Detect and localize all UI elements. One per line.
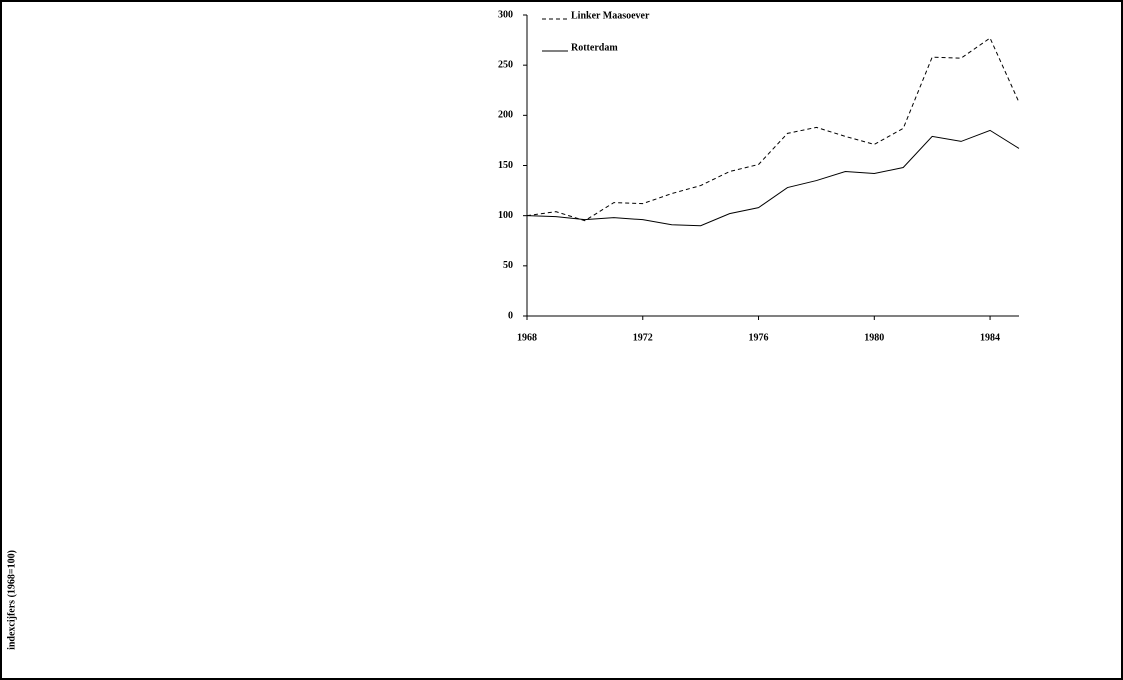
y-tick-label: 0 — [508, 310, 513, 321]
y-axis-label: indexcijfers (1968=100) — [6, 550, 17, 650]
x-tick-label: 1984 — [980, 332, 1000, 343]
x-tick-label: 1972 — [633, 332, 653, 343]
y-tick-label: 300 — [498, 9, 513, 20]
y-tick-label: 150 — [498, 160, 513, 171]
legend-label: Linker Maasoever — [571, 10, 650, 21]
series-line — [526, 37, 1020, 222]
x-tick-label: 1980 — [864, 332, 884, 343]
legend-label: Rotterdam — [571, 42, 618, 53]
y-tick-label: 200 — [498, 110, 513, 121]
y-tick-label: 50 — [503, 260, 513, 271]
x-tick-label: 1976 — [749, 332, 769, 343]
y-tick-label: 100 — [498, 210, 513, 221]
y-tick-label: 250 — [498, 59, 513, 70]
x-tick-label: 1968 — [517, 332, 537, 343]
series-line — [526, 129, 1020, 227]
